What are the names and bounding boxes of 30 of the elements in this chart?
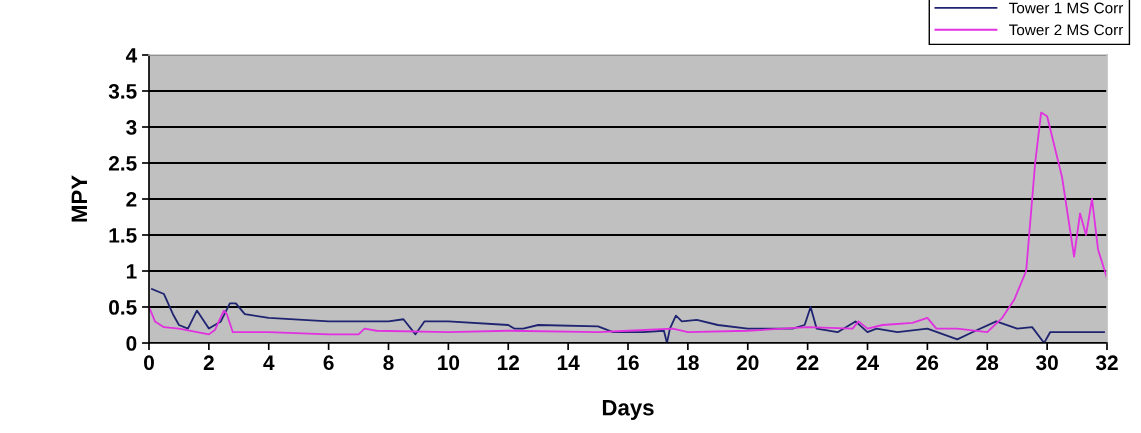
y-axis-title: MPY bbox=[71, 175, 87, 222]
x-tick-label: 22 bbox=[796, 355, 819, 370]
y-tick-label: 3.5 bbox=[108, 84, 137, 99]
x-tick-label: 16 bbox=[617, 355, 639, 371]
y-tick-label: 1 bbox=[126, 264, 137, 279]
x-tick-label: 6 bbox=[323, 355, 334, 371]
y-tick-label: 1.5 bbox=[109, 228, 137, 243]
y-tick-label: 0 bbox=[126, 336, 137, 351]
y-tick-label: 3 bbox=[126, 120, 137, 135]
legend-label: Tower 1 MS Corr bbox=[1009, 2, 1124, 14]
x-tick-label: 12 bbox=[497, 355, 519, 370]
y-tick-label: 2.5 bbox=[108, 156, 137, 171]
y-tick-label: 2 bbox=[126, 192, 137, 207]
x-tick-label: 26 bbox=[916, 355, 939, 371]
x-tick-label: 24 bbox=[856, 355, 879, 370]
x-tick-label: 28 bbox=[976, 355, 999, 371]
x-tick-label: 30 bbox=[1036, 355, 1058, 371]
legend-label: Tower 2 MS Corr bbox=[1009, 24, 1124, 36]
x-tick-label: 0 bbox=[144, 355, 154, 371]
y-tick-label: 4 bbox=[125, 48, 138, 63]
x-tick-label: 8 bbox=[383, 355, 394, 371]
x-tick-label: 10 bbox=[438, 355, 460, 371]
x-tick-label: 4 bbox=[263, 355, 275, 370]
x-tick-label: 20 bbox=[736, 355, 759, 371]
x-tick-label: 2 bbox=[203, 355, 214, 370]
x-tick-label: 32 bbox=[1095, 355, 1118, 371]
x-tick-label: 14 bbox=[557, 355, 580, 370]
y-tick-label: 0.5 bbox=[109, 300, 137, 315]
x-tick-label: 18 bbox=[677, 355, 699, 371]
x-axis-title: Days bbox=[602, 400, 654, 420]
